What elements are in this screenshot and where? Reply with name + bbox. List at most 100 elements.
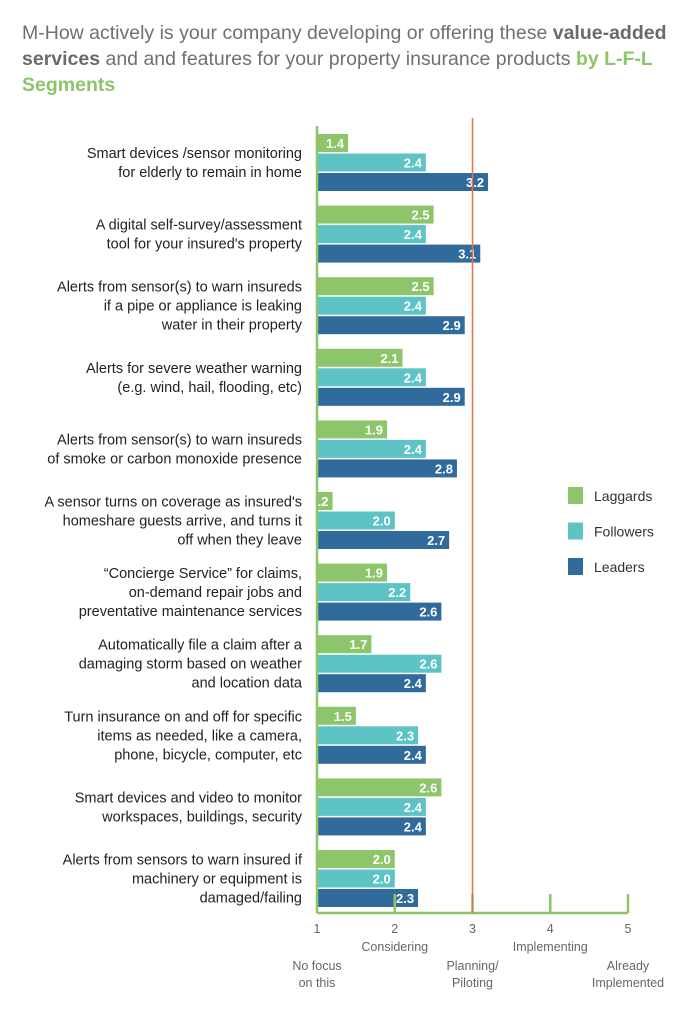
- bar-followers: [317, 869, 395, 888]
- bar-leaders: [317, 459, 457, 478]
- bar-laggards: [317, 277, 434, 296]
- bar-followers: [317, 654, 442, 673]
- bar-laggards: [317, 850, 395, 868]
- bar-value-label: 2.6: [419, 657, 437, 672]
- bar-laggards: [317, 420, 387, 439]
- legend-label: Followers: [594, 524, 654, 540]
- title-text-2: and and features for your property insur…: [100, 48, 576, 70]
- category-label: Alerts from sensor(s) to warn insureds: [57, 432, 302, 448]
- bar-value-label: 2.4: [404, 370, 423, 385]
- bar-value-label: 2.9: [443, 318, 461, 333]
- bar-followers: [317, 296, 426, 315]
- bar-value-label: 2.8: [435, 461, 453, 476]
- tick-description: Considering: [361, 940, 428, 954]
- bar-leaders: [317, 244, 481, 263]
- category-label: phone, bicycle, computer, etc: [114, 747, 302, 763]
- bar-leaders: [317, 387, 465, 406]
- tick-description: Already: [607, 959, 650, 973]
- legend-label: Laggards: [594, 488, 652, 504]
- bar-value-label: 2.0: [373, 872, 391, 887]
- tick-description: No focus: [292, 959, 341, 973]
- bar-followers: [317, 439, 426, 458]
- bar-leaders: [317, 889, 419, 907]
- title-text: M-How actively is your company developin…: [22, 22, 553, 44]
- category-label: Turn insurance on and off for specific: [64, 709, 302, 725]
- bar-laggards: [317, 778, 442, 797]
- bar-leaders: [317, 817, 426, 836]
- tick-label: 3: [469, 922, 476, 936]
- bar-value-label: 3.1: [458, 247, 476, 262]
- bar-laggards: [317, 706, 356, 725]
- category-label: Alerts for severe weather warning: [86, 361, 302, 377]
- category-label: on-demand repair jobs and: [129, 585, 302, 601]
- bar-value-label: 2.4: [404, 227, 423, 242]
- category-label: homeshare guests arrive, and turns it: [63, 514, 302, 530]
- category-label: if a pipe or appliance is leaking: [104, 299, 302, 315]
- category-label: Alerts from sensors to warn insured if: [63, 853, 303, 869]
- bar-value-label: 1.7: [349, 637, 367, 652]
- category-label: machinery or equipment is: [132, 872, 302, 888]
- bar-leaders: [317, 674, 426, 693]
- bar-value-label: 2.4: [404, 299, 423, 314]
- tick-label: 5: [625, 922, 632, 936]
- bar-value-label: 2.0: [373, 514, 391, 529]
- bar-followers: [317, 511, 395, 530]
- category-label: damaged/failing: [200, 891, 302, 907]
- bar-value-label: 1.9: [365, 422, 383, 437]
- bar-value-label: 2.6: [419, 780, 437, 795]
- category-label: and location data: [192, 676, 303, 692]
- bar-value-label: 2.6: [419, 605, 437, 620]
- bar-value-label: 2.4: [404, 748, 423, 763]
- category-label: Smart devices /sensor monitoring: [87, 146, 302, 162]
- bar-value-label: 2.4: [404, 442, 423, 457]
- bar-value-label: 2.7: [427, 533, 445, 548]
- legend-label: Leaders: [594, 559, 645, 575]
- bar-leaders: [317, 173, 489, 191]
- legend-swatch-leaders: [568, 558, 583, 575]
- category-label: damaging storm based on weather: [79, 657, 302, 673]
- bar-followers: [317, 583, 411, 602]
- bar-laggards: [317, 563, 387, 582]
- bar-value-label: 2.4: [404, 156, 423, 171]
- bar-followers: [317, 368, 426, 387]
- category-label: (e.g. wind, hail, flooding, etc): [117, 380, 302, 396]
- bar-value-label: 2.3: [396, 728, 414, 743]
- bar-value-label: 2.4: [404, 676, 423, 691]
- bar-laggards: [317, 635, 372, 654]
- category-label: items as needed, like a camera,: [97, 728, 302, 744]
- category-label: A digital self-survey/assessment: [96, 218, 302, 234]
- bar-value-label: 2.5: [412, 279, 430, 294]
- bar-followers: [317, 225, 426, 244]
- bar-value-label: 1.4: [326, 136, 345, 151]
- bar-leaders: [317, 602, 442, 621]
- legend-swatch-laggards: [568, 487, 583, 504]
- title-bold: value-added services: [22, 22, 667, 70]
- category-label: workspaces, buildings, security: [101, 809, 303, 825]
- tick-description: Planning/: [446, 959, 499, 973]
- chart-title: M-How actively is your company developin…: [22, 20, 682, 98]
- tick-label: 1: [314, 922, 321, 936]
- bar-value-label: 2.5: [412, 208, 430, 223]
- tick-label: 2: [391, 922, 398, 936]
- bar-leaders: [317, 531, 450, 549]
- bar-value-label: 2.4: [404, 819, 423, 834]
- bar-leaders: [317, 316, 465, 335]
- category-label: for elderly to remain in home: [118, 165, 302, 181]
- category-label: water in their property: [161, 318, 303, 334]
- tick-label: 4: [547, 922, 554, 936]
- bar-value-label: 1.5: [334, 709, 352, 724]
- bar-laggards: [317, 205, 434, 224]
- bar-value-label: 2.9: [443, 390, 461, 405]
- category-label: off when they leave: [177, 533, 302, 549]
- tick-description: Piloting: [452, 976, 493, 990]
- category-label: of smoke or carbon monoxide presence: [47, 451, 302, 467]
- tick-description: on this: [299, 976, 336, 990]
- legend-swatch-followers: [568, 522, 583, 540]
- bar-value-label: 1.9: [365, 566, 383, 581]
- bar-value-label: 2.1: [380, 351, 398, 366]
- bar-value-label: 2.3: [396, 891, 414, 906]
- category-label: “Concierge Service” for claims,: [104, 566, 302, 582]
- bar-value-label: 2.0: [373, 852, 391, 867]
- bar-laggards: [317, 348, 403, 367]
